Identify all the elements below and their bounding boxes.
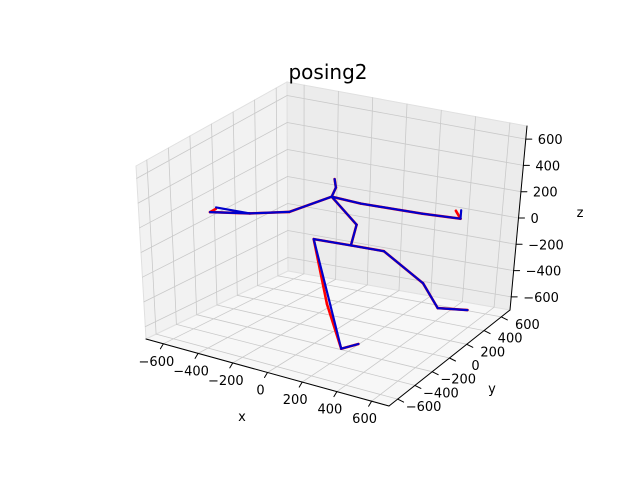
grid-line — [136, 95, 288, 179]
skeleton-segment — [333, 178, 337, 189]
y-tick-label: 400 — [498, 332, 523, 347]
tick-marks — [159, 138, 533, 407]
grid-line — [461, 116, 477, 303]
y-tick-label: −400 — [423, 386, 459, 401]
skeleton-segment — [330, 195, 358, 226]
skeleton-segment — [288, 195, 333, 213]
skeleton-segment — [359, 202, 424, 215]
grid-line — [140, 176, 288, 253]
grid-line — [232, 111, 238, 296]
grid-line — [371, 306, 495, 402]
chart-title: posing2 — [288, 60, 367, 84]
grid-lines — [136, 84, 527, 402]
grid-line — [236, 294, 468, 345]
y-axis-label: y — [488, 382, 496, 397]
y-tick-mark — [449, 357, 456, 362]
x-tick-label: 0 — [256, 384, 264, 399]
y-tick-label: −600 — [406, 400, 442, 415]
skeleton-lines — [208, 177, 469, 351]
x-tick-label: 600 — [352, 412, 377, 427]
x-tick-mark — [298, 381, 303, 388]
x-axis-label: x — [238, 410, 246, 425]
y-tick-label: 200 — [480, 345, 505, 360]
skeleton-segment — [329, 303, 343, 350]
z-tick-label: 200 — [533, 186, 558, 201]
skeleton-segment — [349, 223, 358, 247]
z-axis-label: z — [577, 206, 584, 221]
skeleton-segment — [382, 250, 425, 285]
x-tick-mark — [229, 362, 234, 369]
grid-line — [286, 122, 524, 166]
skeleton-segment — [421, 282, 439, 310]
grid-line — [137, 122, 288, 204]
skeleton-segment — [421, 212, 462, 220]
z-tick-label: −400 — [526, 265, 562, 280]
grid-line — [216, 304, 450, 359]
x-tick-label: −600 — [139, 355, 175, 370]
skeleton-segment — [248, 210, 291, 215]
skeleton-segment — [312, 238, 332, 306]
y-tick-mark — [466, 343, 474, 348]
z-tick-label: 600 — [538, 133, 563, 148]
y-tick-mark — [397, 398, 405, 403]
tick-labels: −600−600−600−400−400−400−200 −200−2000002… — [139, 133, 564, 427]
x-tick-label: −200 — [208, 374, 244, 389]
z-tick-label: −200 — [528, 238, 564, 253]
grid-line — [493, 122, 511, 308]
y-tick-label: 0 — [471, 359, 479, 374]
skeleton-segment — [459, 209, 463, 220]
y-tick-mark — [431, 371, 439, 376]
x-tick-label: −400 — [173, 364, 209, 379]
y-tick-label: −200 — [440, 373, 476, 388]
skeleton-segment — [340, 342, 360, 350]
grid-line — [286, 95, 527, 140]
x-tick-mark — [159, 343, 164, 350]
skeleton-segment — [436, 307, 469, 312]
grid-line — [139, 149, 288, 229]
grid-line — [257, 285, 485, 332]
y-tick-mark — [500, 316, 508, 321]
z-tick-label: 400 — [535, 159, 560, 174]
x-tick-label: 400 — [317, 403, 342, 418]
grid-line — [430, 109, 442, 297]
x-tick-mark — [333, 391, 338, 398]
grid-line — [301, 295, 432, 383]
y-tick-mark — [414, 384, 422, 389]
grid-line — [287, 176, 519, 219]
skeleton-segment — [330, 186, 337, 198]
grid-line — [254, 99, 259, 287]
grid-line — [275, 87, 279, 277]
y-tick-mark — [483, 330, 491, 335]
skeleton-segment — [312, 238, 352, 247]
skeleton-segment — [330, 195, 362, 205]
x-tick-label: 200 — [283, 393, 308, 408]
grid-line — [286, 149, 522, 193]
x-tick-mark — [264, 372, 268, 378]
grid-line — [336, 301, 463, 393]
x-tick-mark — [194, 352, 199, 359]
skeleton-segment — [349, 244, 385, 253]
x-tick-mark — [368, 400, 373, 407]
y-tick-label: 600 — [515, 318, 540, 333]
z-tick-label: 0 — [531, 212, 539, 227]
skeleton-segment — [215, 206, 251, 215]
z-tick-label: −600 — [523, 291, 559, 306]
